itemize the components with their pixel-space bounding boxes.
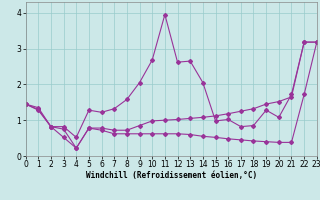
X-axis label: Windchill (Refroidissement éolien,°C): Windchill (Refroidissement éolien,°C) <box>86 171 257 180</box>
